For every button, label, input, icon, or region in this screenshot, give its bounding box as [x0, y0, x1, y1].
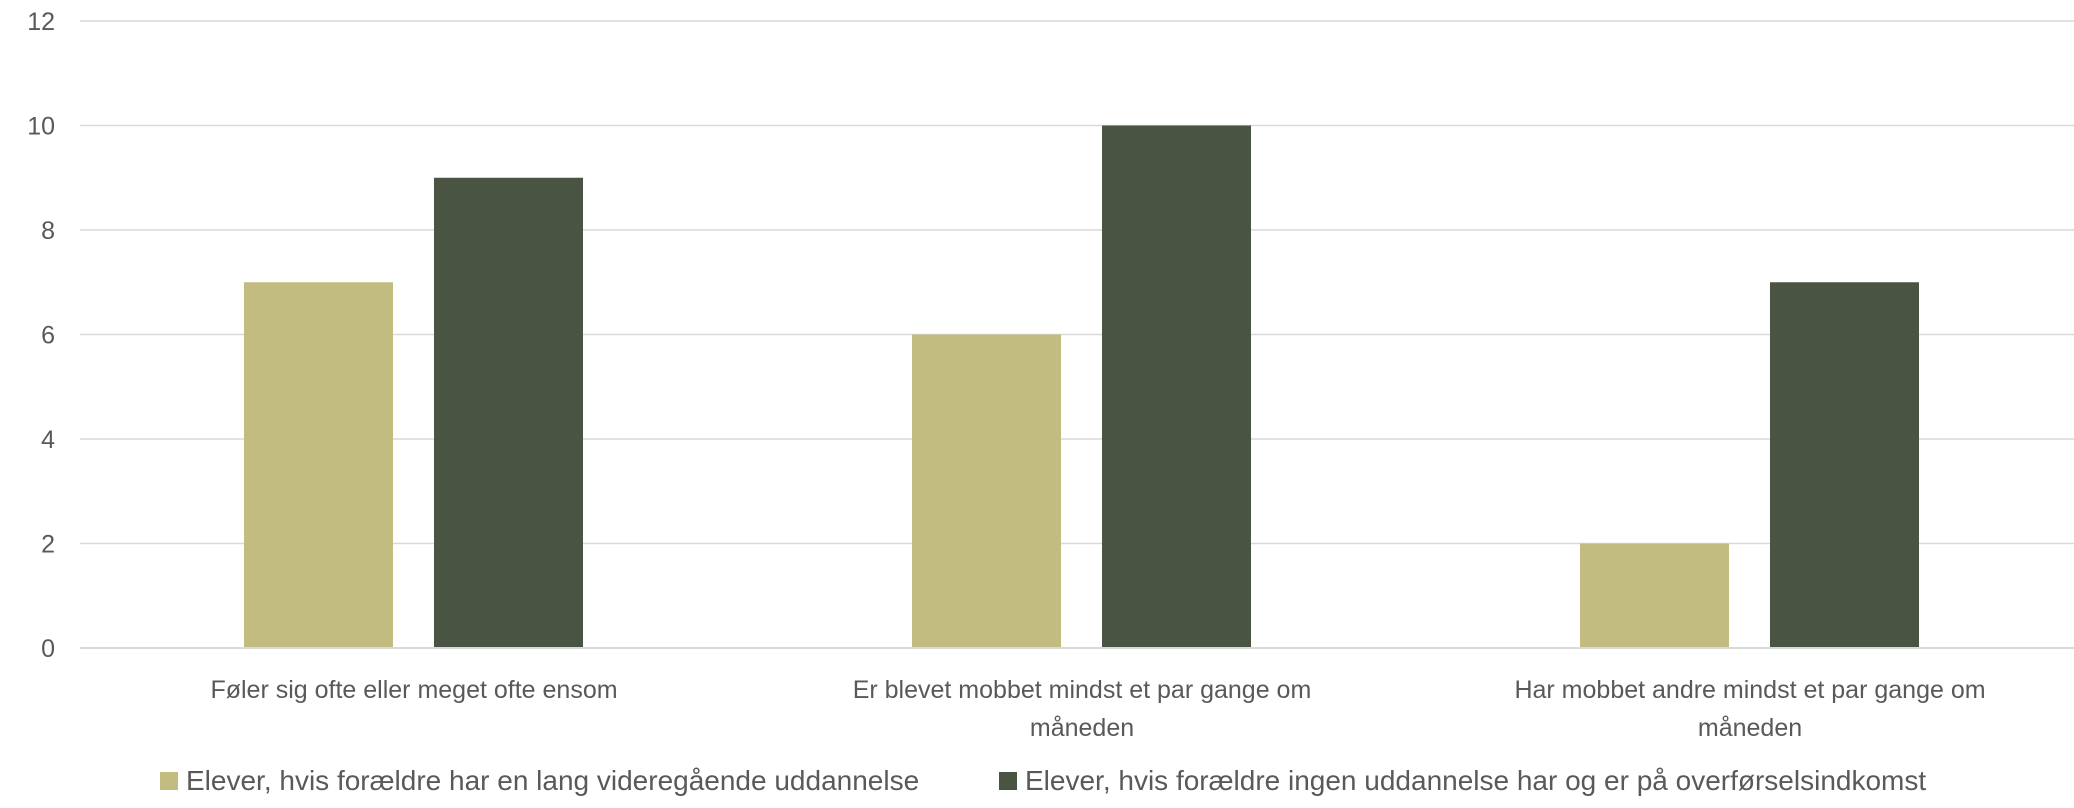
- legend-label: Elever, hvis forældre har en lang videre…: [186, 765, 919, 796]
- gridlines: [80, 20, 2074, 545]
- legend-swatch: [160, 772, 178, 790]
- y-tick-label: 4: [41, 426, 55, 454]
- x-category-label: Føler sig ofte eller meget ofte ensom: [210, 676, 617, 704]
- legend: Elever, hvis forældre har en lang videre…: [160, 765, 1926, 796]
- x-category-label: Er blevet mobbet mindst et par gange om m…: [853, 676, 1312, 742]
- bar-series-2-category-2: [1102, 125, 1251, 648]
- y-tick-label: 0: [41, 635, 55, 663]
- bar-series-2-category-1: [434, 177, 583, 648]
- x-axis-category-labels: Føler sig ofte eller meget ofte ensom Er …: [210, 676, 1985, 742]
- bar-series-1-category-3: [1580, 543, 1729, 648]
- y-tick-label: 12: [27, 8, 55, 36]
- y-tick-label: 8: [41, 217, 55, 245]
- x-category-label: Har mobbet andre mindst et par gange om m…: [1514, 676, 1985, 742]
- bar-series-1-category-2: [912, 334, 1061, 648]
- y-tick-label: 6: [41, 322, 55, 350]
- bar-series-1-category-1: [244, 282, 393, 648]
- bar-series-2-category-3: [1770, 282, 1919, 648]
- y-tick-label: 10: [27, 113, 55, 141]
- legend-item-1: Elever, hvis forældre har en lang videre…: [160, 765, 919, 796]
- legend-item-2: Elever, hvis forældre ingen uddannelse h…: [999, 765, 1926, 796]
- y-axis-tick-labels: 0 2 4 6 8 10 12: [27, 8, 55, 663]
- bars: [244, 125, 1919, 648]
- y-tick-label: 2: [41, 531, 55, 559]
- legend-label: Elever, hvis forældre ingen uddannelse h…: [1025, 765, 1926, 796]
- legend-swatch: [999, 772, 1017, 790]
